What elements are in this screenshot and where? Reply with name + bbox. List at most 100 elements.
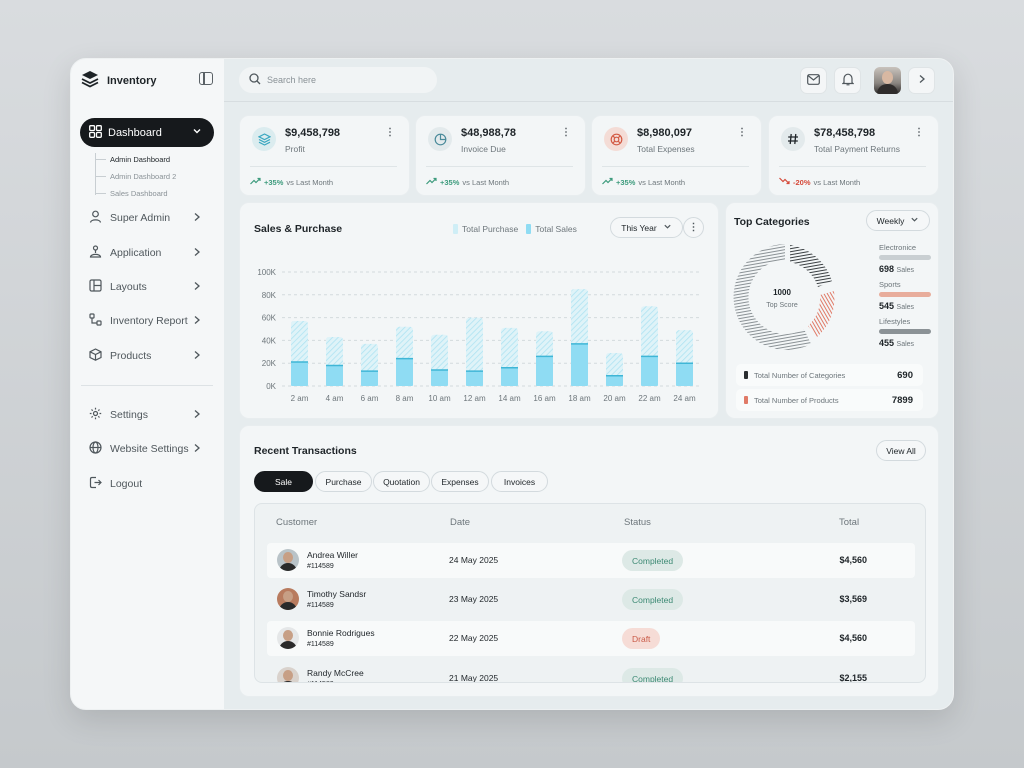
- category-count: 545: [879, 301, 895, 311]
- category-bar: [879, 292, 931, 297]
- more-vertical-icon[interactable]: ⋮: [914, 127, 924, 138]
- avatar: [277, 627, 299, 649]
- box-icon: [89, 348, 102, 364]
- stat-footer: +35% vs Last Month: [426, 177, 509, 187]
- stat-label: Total Payment Returns: [814, 144, 900, 154]
- sidebar-item-layouts[interactable]: Layouts: [89, 277, 209, 297]
- search-placeholder: Search here: [267, 75, 317, 85]
- pie-icon: [428, 127, 452, 151]
- chevron-right-icon: [193, 281, 201, 294]
- period-value: Weekly: [876, 215, 905, 226]
- stat-card-total-payment-returns: $78,458,798 Total Payment Returns ⋮ -20%…: [768, 115, 939, 196]
- tab-purchase[interactable]: Purchase: [315, 471, 372, 492]
- logo-icon: [81, 70, 99, 91]
- sidebar-item-inventory-report[interactable]: Inventory Report: [89, 311, 209, 331]
- x-tick-label: 2 am: [291, 394, 309, 403]
- stat-change: +35%: [616, 177, 636, 187]
- stat-value: $78,458,798: [814, 127, 876, 139]
- transaction-total: $2,155: [839, 673, 867, 683]
- chart-legend: Total Purchase Total Sales: [453, 224, 577, 234]
- subnav-item-admin-dashboard-2[interactable]: Admin Dashboard 2: [96, 170, 176, 187]
- stat-footer: +35% vs Last Month: [250, 177, 333, 187]
- column-header-status: Status: [624, 517, 651, 528]
- period-value: This Year: [621, 222, 657, 233]
- sidebar-item-settings[interactable]: Settings: [89, 405, 209, 425]
- search-input[interactable]: Search here: [239, 67, 437, 93]
- search-icon: [249, 73, 261, 87]
- mail-button[interactable]: [800, 67, 827, 94]
- app-icon: [89, 245, 102, 261]
- avatar: [277, 588, 299, 610]
- globe-icon: [89, 441, 102, 457]
- customer-name: Randy McCree: [307, 668, 364, 678]
- topbar: Search here: [224, 59, 953, 102]
- donut-score-label: Top Score: [766, 302, 798, 309]
- category-bar: [879, 255, 931, 260]
- table-row[interactable]: Bonnie Rodrigues #114589 22 May 2025 Dra…: [267, 621, 915, 656]
- bar-sales: [326, 365, 343, 386]
- brand[interactable]: Inventory: [81, 70, 157, 91]
- sidebar-item-products[interactable]: Products: [89, 346, 209, 366]
- table-row[interactable]: Andrea Willer #114589 24 May 2025 Comple…: [267, 543, 915, 578]
- stat-value: $8,980,097: [637, 127, 693, 139]
- bar-chart: 0K 20K 40K 60K 80K 100K 2 am 4 am 6 am 8 am 10 am 1…: [257, 268, 702, 403]
- sidebar-item-application[interactable]: Application: [89, 243, 209, 263]
- sidebar-item-super-admin[interactable]: Super Admin: [89, 208, 209, 228]
- chevron-right-icon: [918, 74, 926, 87]
- categories-period-select[interactable]: Weekly: [866, 210, 930, 231]
- customer-name: Bonnie Rodrigues: [307, 628, 375, 638]
- subnav-item-admin-dashboard[interactable]: Admin Dashboard: [96, 153, 176, 170]
- tab-expenses[interactable]: Expenses: [431, 471, 489, 492]
- category-unit: Sales: [896, 341, 915, 348]
- user-avatar[interactable]: [874, 67, 901, 94]
- customer-id: #114589: [307, 641, 334, 648]
- more-vertical-icon[interactable]: ⋮: [561, 127, 571, 138]
- logout-icon: [89, 476, 102, 492]
- view-all-label: View All: [886, 445, 916, 456]
- tab-quotation[interactable]: Quotation: [373, 471, 430, 492]
- avatar: [277, 549, 299, 571]
- bar-sales: [606, 375, 623, 386]
- notification-button[interactable]: [834, 67, 861, 94]
- donut-score: 1000: [773, 288, 791, 297]
- transaction-total: $3,569: [839, 594, 867, 604]
- tab-invoices[interactable]: Invoices: [491, 471, 548, 492]
- donut-segment-sports: [808, 291, 835, 337]
- sidebar-item-website-settings[interactable]: Website Settings: [89, 439, 209, 459]
- chart-more-button[interactable]: ⋮: [683, 217, 704, 238]
- y-tick-label: 20K: [262, 359, 277, 368]
- view-all-button[interactable]: View All: [876, 440, 926, 461]
- x-tick-label: 14 am: [498, 394, 521, 403]
- top-categories-card: Top Categories Weekly 1000 Top Score Ele…: [725, 202, 939, 419]
- sidebar-toggle-icon[interactable]: [199, 72, 213, 85]
- category-value: 455 Sales: [879, 338, 931, 348]
- total-label: Total Number of Products: [754, 395, 839, 405]
- legend-label: Total Sales: [535, 224, 577, 234]
- period-select[interactable]: This Year: [610, 217, 683, 238]
- more-vertical-icon[interactable]: ⋮: [385, 127, 395, 138]
- sidebar-item-label: Products: [110, 350, 152, 362]
- expand-button[interactable]: [908, 67, 935, 94]
- subnav-item-sales-dashboard[interactable]: Sales Dashboard: [96, 187, 176, 204]
- tab-sale[interactable]: Sale: [254, 471, 313, 492]
- sidebar-item-logout[interactable]: Logout: [89, 474, 209, 494]
- category-name: Sports: [879, 280, 901, 289]
- more-vertical-icon[interactable]: ⋮: [737, 127, 747, 138]
- sidebar-item-dashboard[interactable]: Dashboard: [80, 118, 214, 147]
- table-row[interactable]: Randy McCree #114589 21 May 2025 Complet…: [267, 661, 915, 683]
- customer-id: #114589: [307, 681, 334, 682]
- divider: [779, 166, 926, 167]
- total-products-row: Total Number of Products 7899: [736, 389, 923, 411]
- customer-id: #114589: [307, 602, 334, 609]
- category-sports: Sports 545 Sales: [879, 280, 931, 311]
- mail-icon: [807, 73, 820, 88]
- categories-title: Top Categories: [734, 216, 810, 228]
- category-electronics: Electronice 698 Sales: [879, 243, 931, 274]
- legend-swatch: [526, 224, 532, 234]
- chevron-down-icon: [663, 222, 672, 233]
- bar-sales: [536, 356, 553, 386]
- sidebar-item-label: Layouts: [110, 281, 147, 293]
- sidebar-item-label: Logout: [110, 478, 143, 490]
- sidebar-item-label: Website Settings: [110, 443, 189, 455]
- table-row[interactable]: Timothy Sandsr #114589 23 May 2025 Compl…: [267, 582, 915, 617]
